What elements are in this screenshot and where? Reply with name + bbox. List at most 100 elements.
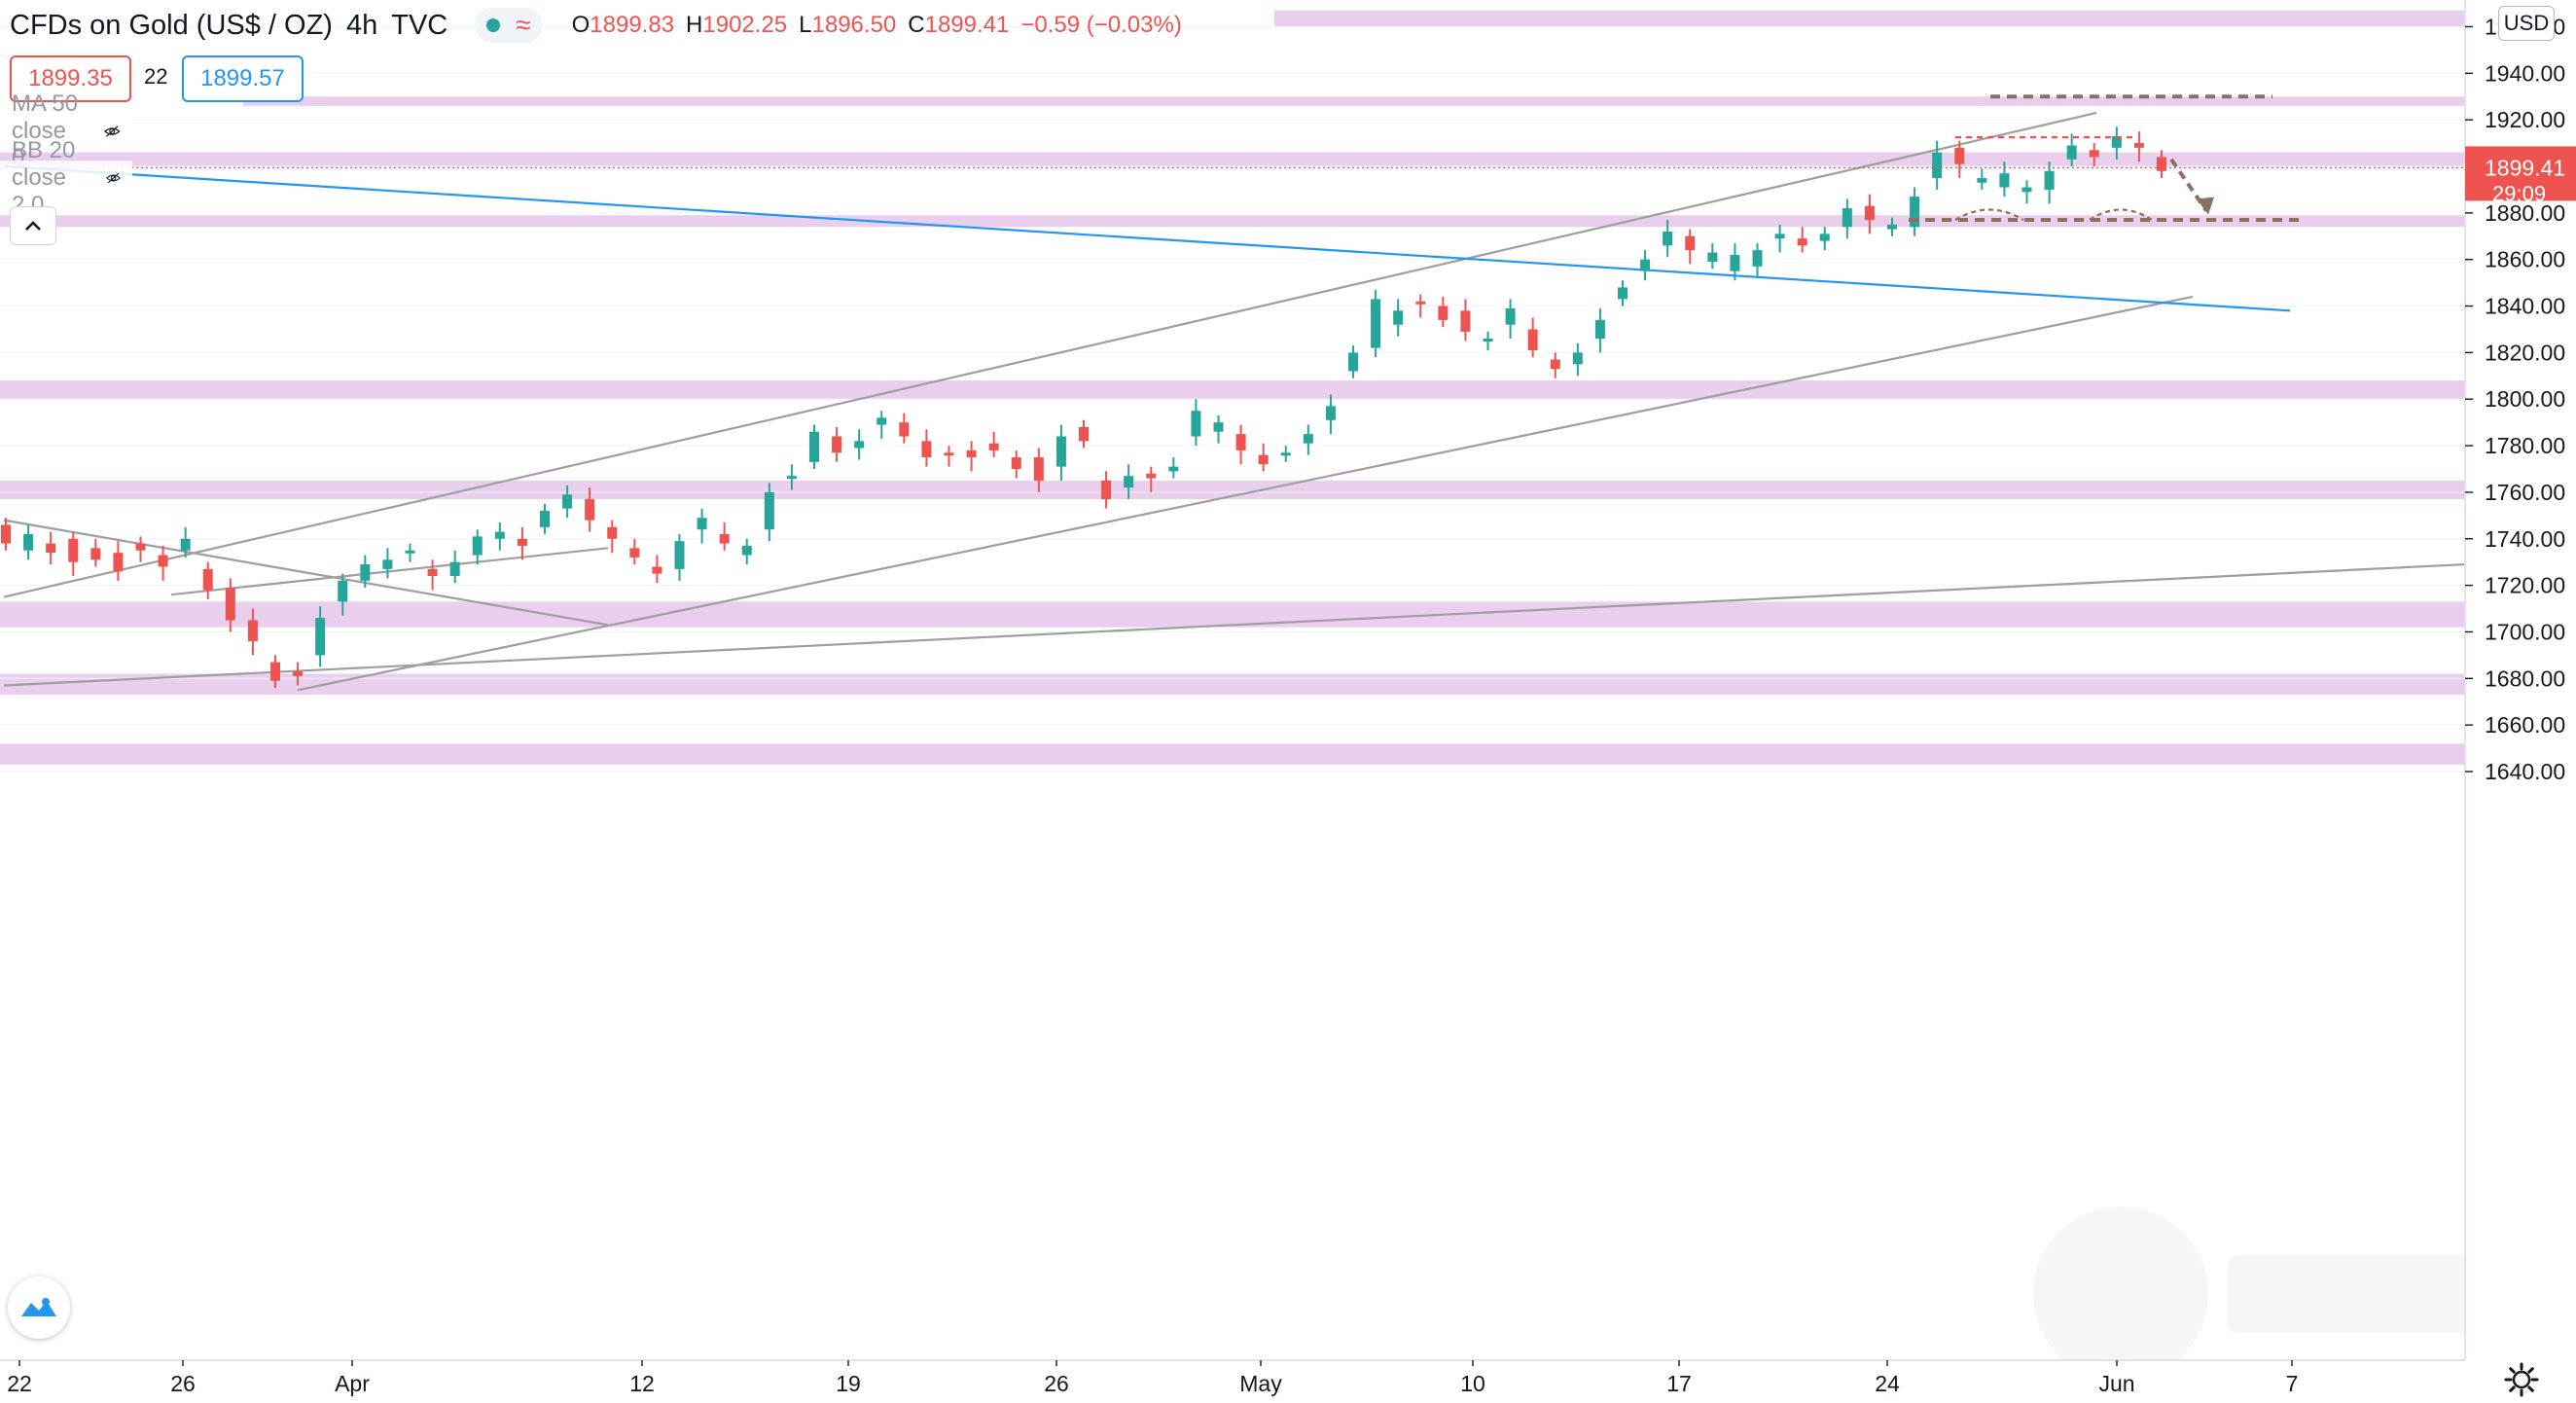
candle[interactable] [1124,464,1134,500]
candle[interactable] [607,520,618,554]
candle[interactable] [494,522,505,551]
candle[interactable] [1505,299,1516,340]
candle[interactable] [315,606,326,667]
status-pill[interactable]: ≈ [475,8,543,43]
symbol-title[interactable]: CFDs on Gold (US$ / OZ) [10,9,333,41]
collapse-legend-button[interactable] [10,206,56,245]
candle[interactable] [158,545,168,581]
candle[interactable] [1235,424,1246,465]
candle[interactable] [1191,399,1201,447]
candle[interactable] [2157,150,2166,178]
indicator-bb[interactable]: BB 20 close 2 0 [0,137,133,218]
candle[interactable] [2066,133,2077,166]
support-resistance-zone[interactable] [0,152,2465,166]
candle[interactable] [966,441,977,472]
candle[interactable] [1325,394,1336,435]
trendline-long-ascending[interactable] [3,562,2466,687]
sell-price-button[interactable]: 1899.35 [10,55,131,102]
candle[interactable] [1258,443,1269,472]
candle[interactable] [2133,131,2144,162]
candle[interactable] [1303,424,1313,455]
candle[interactable] [1213,414,1224,444]
candle[interactable] [1079,419,1089,449]
candle[interactable] [225,578,235,632]
candle[interactable] [1415,294,1426,318]
candle[interactable] [46,531,56,565]
candle[interactable] [652,555,662,584]
candle[interactable] [1618,280,1628,306]
candle[interactable] [472,529,483,565]
support-resistance-zone[interactable] [0,480,2465,500]
candle[interactable] [68,531,79,577]
candle[interactable] [697,508,707,544]
top-arc-left[interactable] [1954,208,2024,221]
candle[interactable] [1932,140,1943,190]
candle[interactable] [2044,162,2055,204]
candle[interactable] [1371,289,1381,358]
candle[interactable] [1977,168,1987,190]
candle[interactable] [1797,227,1807,253]
candle[interactable] [113,541,124,581]
candle[interactable] [360,555,371,589]
candle[interactable] [944,446,954,467]
candle[interactable] [2089,143,2099,166]
candle[interactable] [1527,317,1538,358]
time-axis-panel[interactable] [0,1360,2576,1403]
candle[interactable] [1146,466,1157,492]
candle[interactable] [1707,242,1718,270]
candle[interactable] [629,538,640,565]
candle[interactable] [517,526,527,560]
support-resistance-zone[interactable] [0,215,2465,228]
trendline-channel-upper[interactable] [3,111,2097,598]
eye-crossed-icon[interactable] [104,119,121,144]
candle[interactable] [1864,194,1875,234]
candle[interactable] [2111,126,2122,160]
candle[interactable] [135,536,146,562]
candle[interactable] [1999,162,2010,198]
candle[interactable] [741,538,752,565]
candle[interactable] [1438,296,1449,328]
candle[interactable] [1730,242,1740,281]
settings-gear-icon[interactable] [2502,1360,2541,1399]
candle[interactable] [1572,342,1583,377]
candle[interactable] [719,522,730,551]
support-resistance-zone[interactable] [0,601,2465,628]
candle[interactable] [988,431,999,458]
interval-label[interactable]: 4h [345,9,378,41]
candle[interactable] [674,533,685,581]
support-resistance-zone[interactable] [243,96,2465,106]
candle[interactable] [854,429,865,460]
candle[interactable] [1774,224,1785,253]
currency-button[interactable]: USD [2498,6,2555,41]
candle[interactable] [1954,140,1965,178]
candle[interactable] [90,538,101,567]
candle[interactable] [540,503,550,534]
indicator-ma[interactable]: MA 50 close 0 [0,90,133,171]
candle[interactable] [1483,331,1493,350]
candle[interactable] [23,524,34,560]
candle[interactable] [809,424,819,469]
candle[interactable] [1594,307,1605,353]
trendline-wedge-ascending[interactable] [170,547,609,596]
candle[interactable] [382,548,393,579]
candle[interactable] [180,526,191,558]
candle[interactable] [405,543,415,562]
candle[interactable] [1640,250,1651,281]
eye-crossed-icon[interactable] [105,165,121,191]
candle[interactable] [832,426,842,462]
candle[interactable] [247,608,258,656]
candle[interactable] [921,429,932,467]
support-resistance-zone[interactable] [1274,10,2465,27]
candle[interactable] [1280,446,1291,462]
support-resistance-zone[interactable] [0,743,2465,765]
candle[interactable] [585,487,595,532]
candle[interactable] [1,518,11,551]
candle[interactable] [2021,180,2032,204]
candle[interactable] [1011,450,1021,479]
trendline-channel-lower[interactable] [297,295,2194,692]
trendline-long-descending[interactable] [3,164,2291,312]
candle[interactable] [877,411,887,439]
candle[interactable] [449,550,460,584]
candle[interactable] [562,485,573,519]
